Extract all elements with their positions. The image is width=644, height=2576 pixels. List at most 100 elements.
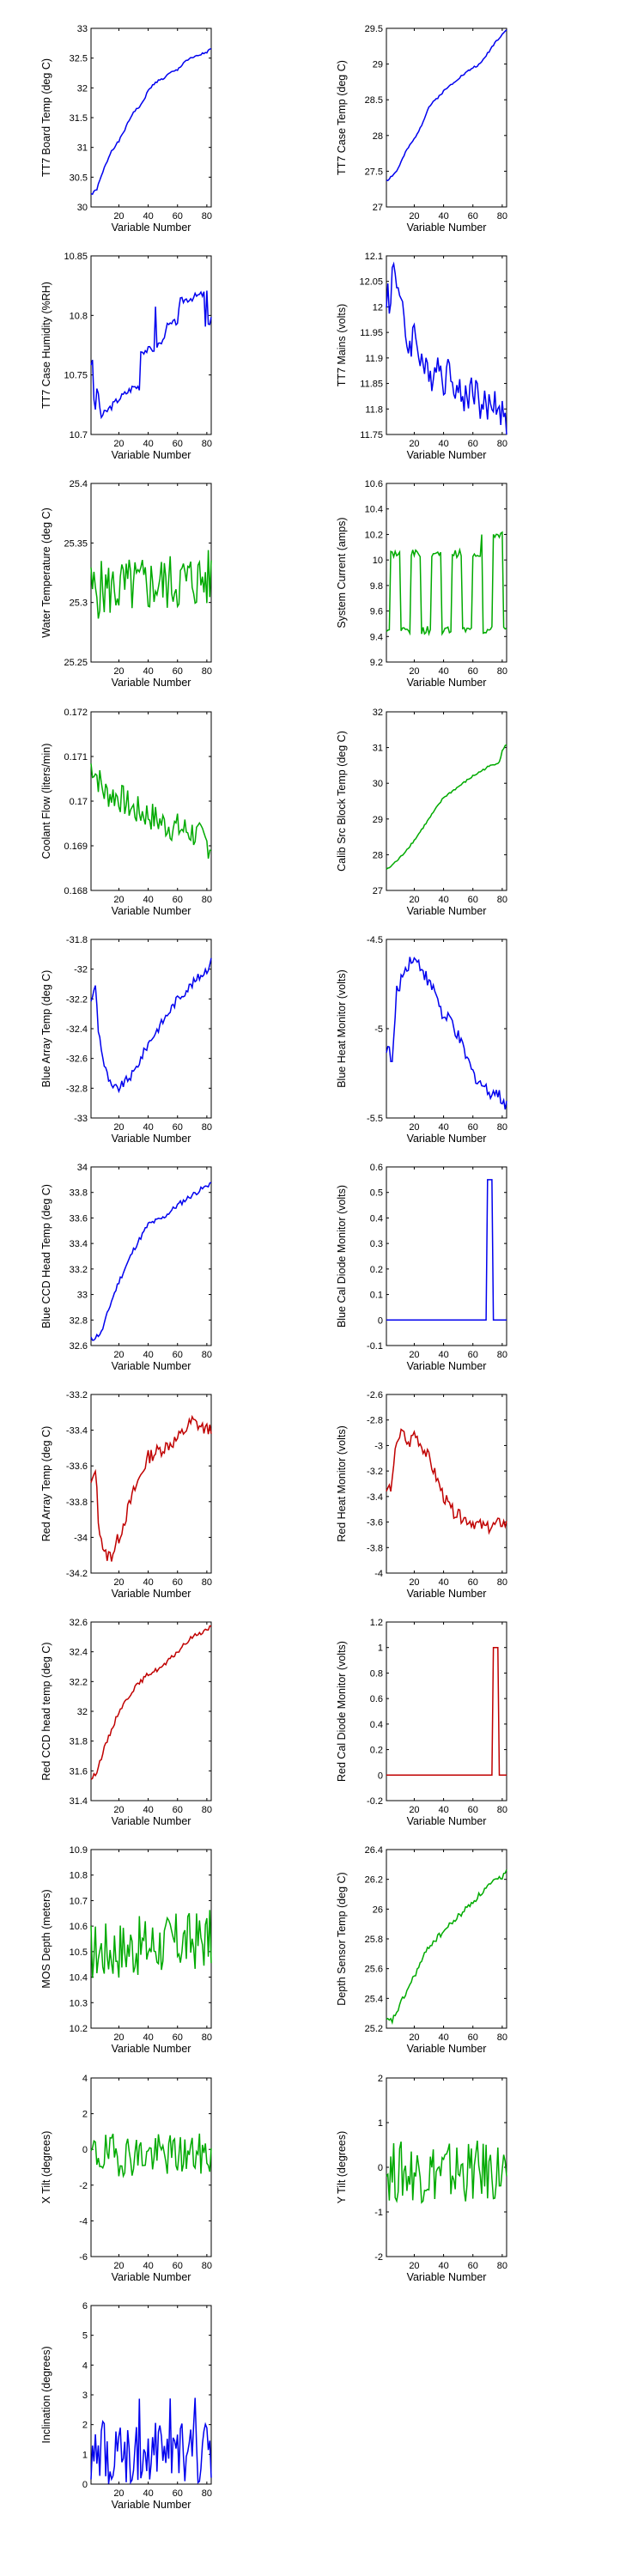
x-tick-label: 20 xyxy=(409,2261,419,2271)
x-tick-label: 60 xyxy=(468,1805,478,1815)
y-tick-label: -32.8 xyxy=(66,1084,88,1094)
x-tick-label: 40 xyxy=(143,666,153,677)
y-tick-label: 4 xyxy=(82,2360,88,2371)
x-tick-label: 60 xyxy=(468,895,478,905)
chart-panel: 20 40 60 80 30 30.5 31 31.5 32 32.5 33 Variable Num… xyxy=(40,24,212,234)
series-line xyxy=(386,531,507,636)
y-tick-label: 10.8 xyxy=(70,311,88,321)
series-line xyxy=(386,1646,507,1777)
y-tick-label: -5 xyxy=(374,1024,383,1035)
y-tick-label: -32.2 xyxy=(66,994,88,1005)
plot-frame xyxy=(386,1166,507,1346)
x-axis-label: Variable Number xyxy=(112,1360,191,1372)
y-tick-label: 12 xyxy=(373,302,383,313)
y-tick-label: 0 xyxy=(378,2163,383,2173)
y-tick-label: 11.95 xyxy=(360,328,383,338)
x-tick-label: 20 xyxy=(113,1805,124,1815)
y-tick-label: -2.6 xyxy=(367,1390,383,1400)
y-tick-label: 0.171 xyxy=(64,752,88,762)
x-tick-label: 20 xyxy=(409,2032,419,2043)
y-tick-label: 10.9 xyxy=(70,1845,88,1856)
x-tick-label: 60 xyxy=(173,1350,183,1360)
x-tick-label: 80 xyxy=(497,1122,507,1133)
y-tick-label: 32.5 xyxy=(70,54,88,64)
plot-frame xyxy=(90,1166,212,1346)
y-tick-label: 32.2 xyxy=(70,1677,88,1687)
x-tick-label: 40 xyxy=(143,1122,153,1133)
chart-panel: 20 40 60 80 -0.2 0 0.2 0.4 0.6 0.8 1 1.2 Variable Nu… xyxy=(336,1618,507,1827)
x-tick-label: 40 xyxy=(438,895,448,905)
y-tick-label: 10.6 xyxy=(365,479,383,489)
y-tick-label: 28 xyxy=(373,131,383,142)
y-tick-label: 1 xyxy=(82,2450,88,2460)
y-axis-label: X Tilt (degrees) xyxy=(40,2131,52,2204)
x-tick-label: 20 xyxy=(409,1122,419,1133)
x-tick-label: 20 xyxy=(409,211,419,222)
y-tick-label: 27.5 xyxy=(365,167,383,177)
y-tick-label: 0.1 xyxy=(370,1291,383,1301)
chart-panel: 20 40 60 80 -0.1 0 0.1 0.2 0.3 0.4 0.5 0.6 Variable … xyxy=(336,1163,507,1372)
y-tick-label: 27 xyxy=(373,203,383,213)
y-axis-label: Inclination (degrees) xyxy=(40,2346,52,2443)
y-tick-label: -32 xyxy=(74,965,88,975)
x-tick-label: 20 xyxy=(113,666,124,677)
x-tick-label: 20 xyxy=(409,1577,419,1588)
series-line xyxy=(90,1182,212,1341)
series-line xyxy=(386,1179,507,1321)
y-tick-label: -3.6 xyxy=(367,1518,383,1528)
x-tick-label: 40 xyxy=(438,1122,448,1133)
y-tick-label: -33.4 xyxy=(66,1426,88,1437)
x-axis-label: Variable Number xyxy=(112,905,191,917)
y-tick-label: 10.75 xyxy=(64,371,88,381)
y-tick-label: -4 xyxy=(374,1569,383,1579)
y-tick-label: 0 xyxy=(82,2480,88,2490)
y-axis-label: Red Heat Monitor (volts) xyxy=(336,1425,348,1541)
y-tick-label: -34 xyxy=(74,1533,88,1543)
y-tick-label: 26.4 xyxy=(365,1845,383,1856)
y-tick-label: 31.6 xyxy=(70,1766,88,1777)
series-line xyxy=(90,957,212,1094)
x-tick-label: 20 xyxy=(409,666,419,677)
y-tick-label: 25.4 xyxy=(365,1994,383,2004)
y-tick-label: -4.5 xyxy=(367,935,383,945)
x-tick-label: 20 xyxy=(113,1122,124,1133)
y-tick-label: 28.5 xyxy=(365,95,383,106)
y-tick-label: 0.6 xyxy=(370,1694,383,1704)
y-tick-label: 0.168 xyxy=(64,886,88,896)
x-axis-label: Variable Number xyxy=(407,677,487,689)
y-axis-label: Y Tilt (degrees) xyxy=(336,2131,348,2204)
y-tick-label: 6 xyxy=(82,2301,88,2312)
y-tick-label: -3 xyxy=(374,1441,383,1451)
y-tick-label: 33 xyxy=(77,1291,88,1301)
x-tick-label: 80 xyxy=(497,1577,507,1588)
y-tick-label: 0.4 xyxy=(370,1213,383,1224)
x-tick-label: 40 xyxy=(143,2488,153,2499)
y-tick-label: 33.6 xyxy=(70,1213,88,1224)
y-tick-label: 31 xyxy=(373,744,383,754)
x-tick-label: 40 xyxy=(143,1577,153,1588)
y-tick-label: 0.2 xyxy=(370,1746,383,1756)
x-tick-label: 80 xyxy=(497,1805,507,1815)
y-tick-label: 0.2 xyxy=(370,1265,383,1275)
plot-frame xyxy=(386,1394,507,1574)
x-tick-label: 60 xyxy=(468,666,478,677)
series-line xyxy=(386,1869,507,2026)
y-tick-label: 10.7 xyxy=(70,1896,88,1906)
plot-frame xyxy=(90,255,212,435)
y-tick-label: 32.6 xyxy=(70,1341,88,1352)
x-tick-label: 20 xyxy=(113,439,124,449)
plot-frame xyxy=(90,2077,212,2257)
x-axis-label: Variable Number xyxy=(407,1133,487,1145)
y-tick-label: 11.8 xyxy=(365,404,383,415)
series-line xyxy=(386,1428,507,1535)
x-tick-label: 80 xyxy=(202,1122,212,1133)
y-tick-label: 10.8 xyxy=(70,1871,88,1881)
x-tick-label: 20 xyxy=(113,895,124,905)
y-tick-label: -5.5 xyxy=(367,1114,383,1124)
y-tick-label: 29 xyxy=(373,815,383,825)
y-axis-label: Calib Src Block Temp (deg C) xyxy=(336,731,348,872)
x-tick-label: 40 xyxy=(438,211,448,222)
x-tick-label: 80 xyxy=(497,895,507,905)
series-line xyxy=(90,1625,212,1780)
x-tick-label: 80 xyxy=(497,2261,507,2271)
